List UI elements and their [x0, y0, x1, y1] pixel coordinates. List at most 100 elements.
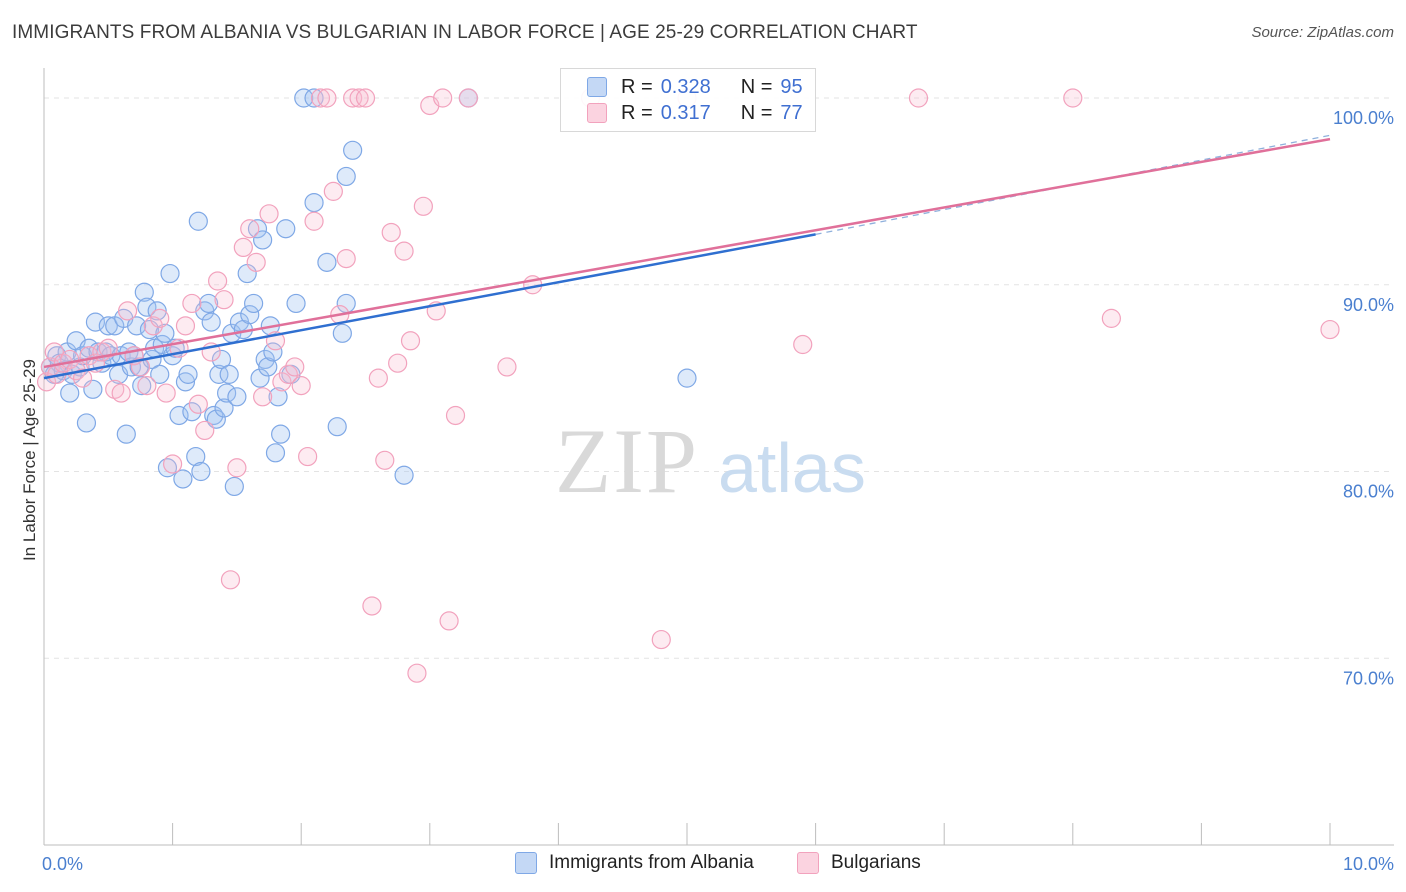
- albania-point: [186, 446, 206, 467]
- bulgarian-point: [445, 405, 466, 426]
- albania-point: [276, 219, 296, 239]
- albania-point: [206, 409, 226, 429]
- albania-point: [134, 282, 154, 302]
- watermark: ZIP atlas: [555, 410, 866, 512]
- albania-point: [173, 469, 193, 489]
- bulgarian-point: [163, 454, 183, 474]
- watermark-zip: ZIP: [555, 410, 699, 512]
- albania-point: [332, 323, 352, 343]
- bulgarian-point: [298, 446, 318, 467]
- albania-point: [126, 316, 147, 336]
- albania-point: [214, 398, 234, 418]
- albania-point: [227, 387, 247, 407]
- albania-point: [219, 364, 239, 384]
- bulgarian-point: [137, 376, 157, 396]
- watermark-atlas: atlas: [718, 429, 866, 507]
- bulgarian-point: [227, 458, 247, 478]
- albania-point: [116, 424, 136, 444]
- albania-point: [137, 297, 157, 317]
- albania-point: [268, 387, 288, 407]
- legend-item-bulgarians[interactable]: Bulgarians: [797, 852, 921, 874]
- albania-trend-line: [43, 233, 816, 380]
- bulgarian-point: [323, 181, 343, 201]
- legend-item-albania[interactable]: Immigrants from Albania: [515, 852, 754, 874]
- bulgarian-point: [214, 290, 234, 310]
- bulgarian-point: [651, 629, 671, 650]
- bulgarian-point: [220, 570, 241, 590]
- bulgarian-point: [175, 316, 196, 336]
- x-tick-label: 10.0%: [1343, 854, 1394, 874]
- albania-point: [265, 443, 286, 463]
- bulgarian-point: [246, 252, 266, 272]
- albania-point: [175, 372, 196, 392]
- albania-points: [40, 88, 697, 497]
- albania-point: [160, 263, 180, 284]
- bulgarian-point: [240, 219, 260, 239]
- albania-point: [317, 252, 337, 272]
- gridlines: [44, 97, 1394, 659]
- bulgarian-point: [793, 334, 813, 355]
- albania-point: [157, 458, 178, 478]
- x-tick-label: 0.0%: [42, 854, 83, 874]
- albania-point: [199, 293, 219, 314]
- albania-point: [147, 301, 167, 321]
- albania-point: [188, 211, 208, 231]
- bulgarians-swatch: [587, 103, 607, 123]
- bulgarian-point: [208, 271, 228, 291]
- bulgarian-point: [156, 383, 176, 403]
- n-label: N =: [740, 101, 773, 124]
- albania-point: [182, 402, 202, 422]
- bulgarian-point: [1101, 308, 1121, 328]
- bulgarian-point: [407, 663, 427, 683]
- bulgarian-point: [278, 364, 298, 384]
- bulgarian-point: [355, 88, 376, 108]
- albania-point: [191, 461, 211, 482]
- albania-legend-swatch: [515, 852, 537, 874]
- bulgarian-point: [111, 383, 131, 403]
- albania-point: [286, 293, 306, 314]
- bulgarian-point: [143, 316, 163, 336]
- bulgarian-point: [195, 420, 215, 441]
- albania-point: [178, 364, 198, 384]
- albania-point: [155, 323, 175, 343]
- bulgarian-point: [349, 88, 369, 108]
- albania-point: [271, 424, 291, 444]
- albania-point: [169, 405, 189, 426]
- bulgarian-point: [1063, 88, 1083, 108]
- stats-legend: R = 0.328 N = 95 R = 0.317 N = 77: [560, 68, 816, 132]
- bulgarian-point: [291, 376, 311, 396]
- bulgarian-point: [381, 222, 401, 243]
- bulgarian-point: [117, 301, 138, 321]
- bulgarian-point: [130, 357, 151, 377]
- bulgarian-point: [304, 211, 324, 231]
- legend-row-bulgarians: R = 0.317 N = 77: [587, 101, 803, 125]
- bulgarian-point: [1320, 319, 1340, 340]
- albania-legend-label: Immigrants from Albania: [549, 852, 754, 873]
- albania-n-value: 95: [780, 75, 803, 98]
- albania-point: [327, 417, 347, 437]
- albania-point: [211, 349, 232, 370]
- bulgarians-n-value: 77: [780, 101, 803, 124]
- y-tick-label: 100.0%: [1333, 108, 1394, 128]
- bulgarians-trend-line: [43, 137, 1331, 369]
- albania-point: [263, 342, 283, 362]
- albania-point: [253, 230, 273, 250]
- bulgarian-point: [253, 387, 273, 407]
- albania-point: [294, 88, 314, 108]
- albania-point: [201, 312, 221, 332]
- bulgarian-point: [458, 88, 478, 108]
- bulgarian-point: [150, 308, 170, 328]
- bulgarian-point: [388, 353, 408, 373]
- albania-point: [60, 383, 80, 403]
- chart-title: IMMIGRANTS FROM ALBANIA VS BULGARIAN IN …: [12, 22, 918, 43]
- albania-point: [209, 364, 229, 384]
- r-label: R =: [621, 75, 653, 98]
- bulgarian-point: [72, 368, 93, 388]
- bulgarian-point: [188, 394, 208, 414]
- tick-labels: 100.0% 90.0% 80.0% 70.0% 0.0% 10.0%: [42, 108, 1394, 874]
- bulgarian-point: [336, 249, 356, 269]
- bulgarians-legend-swatch: [797, 852, 819, 874]
- bulgarian-point: [182, 293, 202, 314]
- y-tick-label: 90.0%: [1343, 295, 1394, 315]
- bulgarians-legend-label: Bulgarians: [831, 852, 921, 873]
